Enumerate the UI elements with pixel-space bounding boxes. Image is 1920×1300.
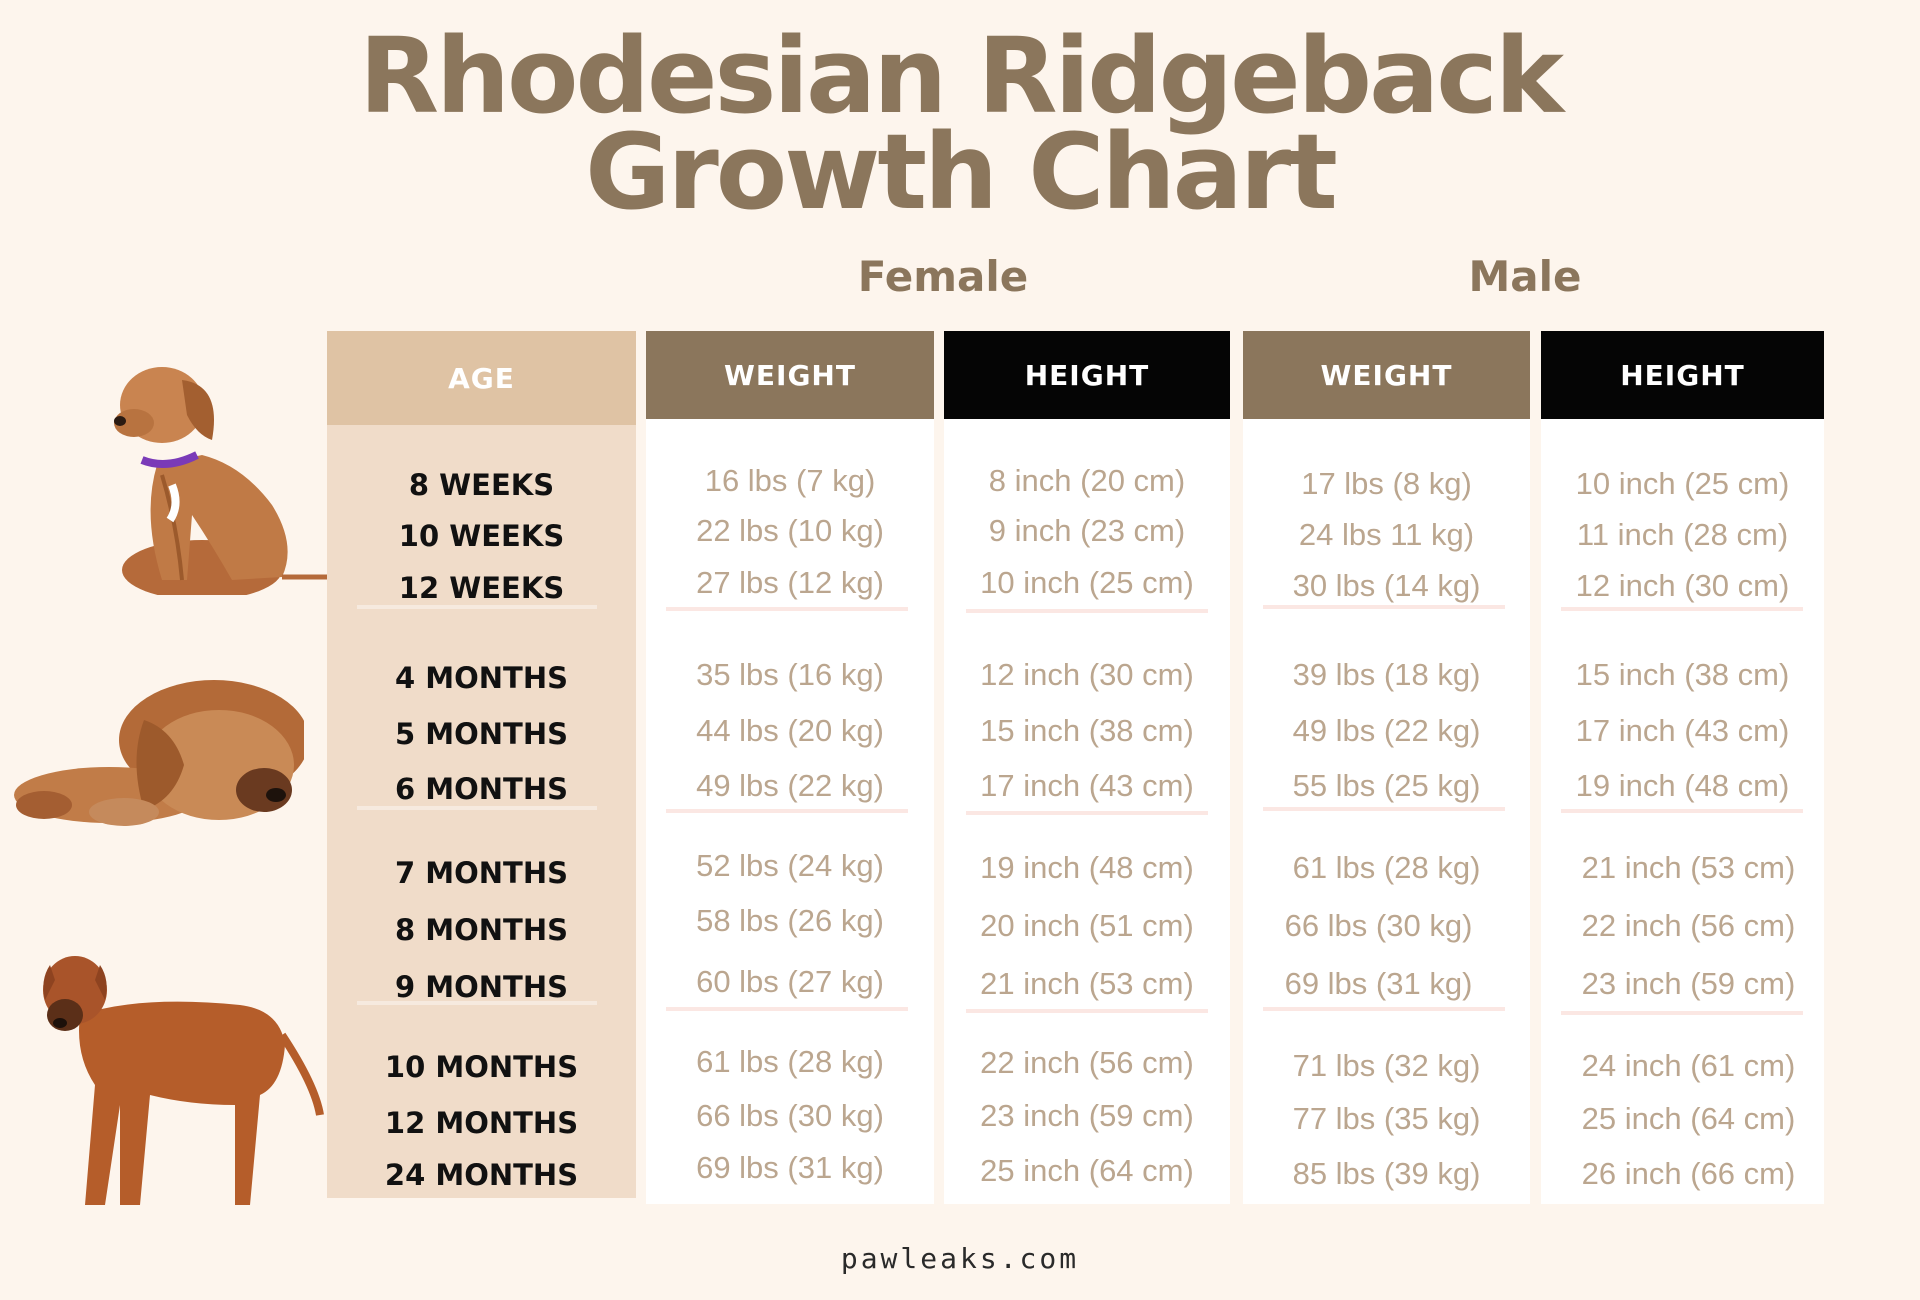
age-cell: 5 MONTHS [395, 717, 568, 751]
title-line-2: Growth Chart [585, 111, 1338, 233]
male-height-cell: 25 inch (64 cm) [1581, 1101, 1796, 1136]
male-weight-column: WEIGHT 17 lbs (8 kg) 24 lbs 11 kg) 30 lb… [1243, 331, 1530, 1204]
female-height-cell: 8 inch (20 cm) [988, 463, 1186, 498]
male-height-cell: 17 inch (43 cm) [1575, 713, 1790, 748]
row-group-divider [1263, 1007, 1505, 1011]
female-height-cell: 22 inch (56 cm) [980, 1045, 1194, 1080]
male-height-cell: 10 inch (25 cm) [1575, 466, 1790, 501]
male-weight-body: 17 lbs (8 kg) 24 lbs 11 kg) 30 lbs (14 k… [1243, 419, 1530, 1204]
row-group-divider [666, 607, 908, 611]
male-height-cell: 12 inch (30 cm) [1575, 568, 1790, 603]
female-height-cell: 15 inch (38 cm) [980, 713, 1194, 748]
female-weight-header: WEIGHT [646, 331, 934, 419]
male-height-cell: 11 inch (28 cm) [1576, 517, 1789, 552]
age-header: AGE [327, 331, 636, 425]
female-height-column: HEIGHT 8 inch (20 cm) 9 inch (23 cm) 10 … [944, 331, 1230, 1204]
row-group-divider [966, 609, 1208, 613]
male-weight-cell: 69 lbs (31 kg) [1284, 966, 1473, 1001]
male-weight-cell: 30 lbs (14 kg) [1292, 568, 1481, 603]
male-weight-cell: 17 lbs (8 kg) [1301, 466, 1472, 501]
male-weight-cell: 71 lbs (32 kg) [1292, 1048, 1481, 1083]
female-height-cell: 17 inch (43 cm) [980, 768, 1194, 803]
row-group-divider [1561, 1011, 1803, 1015]
male-weight-cell: 24 lbs 11 kg) [1298, 517, 1475, 552]
puppy-sitting-photo [114, 367, 337, 595]
age-cell: 10 MONTHS [384, 1050, 579, 1084]
female-height-cell: 21 inch (53 cm) [980, 966, 1194, 1001]
age-column: AGE 8 WEEKS 10 WEEKS 12 WEEKS 4 MONTHS 5… [327, 331, 636, 1204]
female-weight-cell: 52 lbs (24 kg) [696, 848, 884, 883]
row-group-divider [1263, 605, 1505, 609]
age-cell: 9 MONTHS [395, 970, 568, 1004]
female-height-cell: 10 inch (25 cm) [980, 565, 1194, 600]
age-cell: 7 MONTHS [395, 856, 568, 890]
female-height-cell: 19 inch (48 cm) [980, 850, 1194, 885]
male-weight-cell: 77 lbs (35 kg) [1292, 1101, 1481, 1136]
puppy-lying-photo [14, 680, 304, 826]
age-cell: 8 MONTHS [395, 913, 568, 947]
male-weight-cell: 66 lbs (30 kg) [1284, 908, 1473, 943]
age-column-body: 8 WEEKS 10 WEEKS 12 WEEKS 4 MONTHS 5 MON… [327, 425, 636, 1198]
male-group-label: Male [1468, 252, 1582, 301]
row-group-divider [666, 1007, 908, 1011]
row-group-divider [1561, 809, 1803, 813]
age-cell: 12 WEEKS [398, 571, 565, 605]
row-group-divider [357, 605, 597, 609]
female-weight-cell: 61 lbs (28 kg) [696, 1044, 884, 1079]
male-weight-cell: 61 lbs (28 kg) [1292, 850, 1481, 885]
female-height-cell: 23 inch (59 cm) [980, 1098, 1194, 1133]
male-height-column: HEIGHT 10 inch (25 cm) 11 inch (28 cm) 1… [1541, 331, 1824, 1204]
row-group-divider [966, 811, 1208, 815]
male-height-cell: 23 inch (59 cm) [1581, 966, 1796, 1001]
male-height-cell: 19 inch (48 cm) [1575, 768, 1790, 803]
male-height-cell: 15 inch (38 cm) [1575, 657, 1790, 692]
female-height-header: HEIGHT [944, 331, 1230, 419]
male-weight-cell: 49 lbs (22 kg) [1292, 713, 1481, 748]
female-weight-cell: 49 lbs (22 kg) [696, 768, 884, 803]
female-height-cell: 12 inch (30 cm) [980, 657, 1194, 692]
male-weight-cell: 55 lbs (25 kg) [1292, 768, 1481, 803]
male-weight-header: WEIGHT [1243, 331, 1530, 419]
age-cell: 6 MONTHS [395, 772, 568, 806]
female-weight-cell: 35 lbs (16 kg) [696, 657, 884, 692]
age-cell: 4 MONTHS [395, 661, 568, 695]
age-cell: 8 WEEKS [408, 468, 555, 502]
female-weight-cell: 44 lbs (20 kg) [696, 713, 884, 748]
female-weight-cell: 60 lbs (27 kg) [696, 964, 884, 999]
male-height-cell: 26 inch (66 cm) [1581, 1156, 1796, 1191]
row-group-divider [1263, 807, 1505, 811]
female-height-cell: 25 inch (64 cm) [980, 1153, 1194, 1188]
female-weight-body: 16 lbs (7 kg) 22 lbs (10 kg) 27 lbs (12 … [646, 419, 934, 1204]
female-group-label: Female [857, 252, 1029, 301]
title-line-1: Rhodesian Ridgeback [358, 15, 1564, 137]
adult-dog-standing-photo [43, 956, 324, 1205]
row-group-divider [1561, 607, 1803, 611]
female-weight-cell: 16 lbs (7 kg) [704, 463, 876, 498]
female-weight-cell: 22 lbs (10 kg) [696, 513, 884, 548]
female-height-cell: 20 inch (51 cm) [980, 908, 1194, 943]
male-weight-cell: 39 lbs (18 kg) [1292, 657, 1481, 692]
male-height-header: HEIGHT [1541, 331, 1824, 419]
female-weight-column: WEIGHT 16 lbs (7 kg) 22 lbs (10 kg) 27 l… [646, 331, 934, 1204]
row-group-divider [666, 809, 908, 813]
female-height-body: 8 inch (20 cm) 9 inch (23 cm) 10 inch (2… [944, 419, 1230, 1204]
female-height-cell: 9 inch (23 cm) [988, 513, 1186, 548]
row-group-divider [966, 1009, 1208, 1013]
male-height-cell: 24 inch (61 cm) [1581, 1048, 1796, 1083]
female-weight-cell: 27 lbs (12 kg) [696, 565, 884, 600]
female-weight-cell: 66 lbs (30 kg) [696, 1098, 884, 1133]
female-weight-cell: 58 lbs (26 kg) [696, 903, 884, 938]
female-weight-cell: 69 lbs (31 kg) [696, 1150, 884, 1185]
footer-site-link[interactable]: pawleaks.com [840, 1242, 1080, 1275]
age-cell: 12 MONTHS [384, 1106, 579, 1140]
male-height-cell: 22 inch (56 cm) [1581, 908, 1796, 943]
row-group-divider [357, 806, 597, 810]
male-height-body: 10 inch (25 cm) 11 inch (28 cm) 12 inch … [1541, 419, 1824, 1204]
age-cell: 24 MONTHS [384, 1158, 579, 1192]
male-height-cell: 21 inch (53 cm) [1581, 850, 1796, 885]
male-weight-cell: 85 lbs (39 kg) [1292, 1156, 1481, 1191]
age-cell: 10 WEEKS [398, 519, 565, 553]
row-group-divider [357, 1001, 597, 1005]
page-title: Rhodesian Ridgeback Growth Chart [0, 15, 1920, 233]
